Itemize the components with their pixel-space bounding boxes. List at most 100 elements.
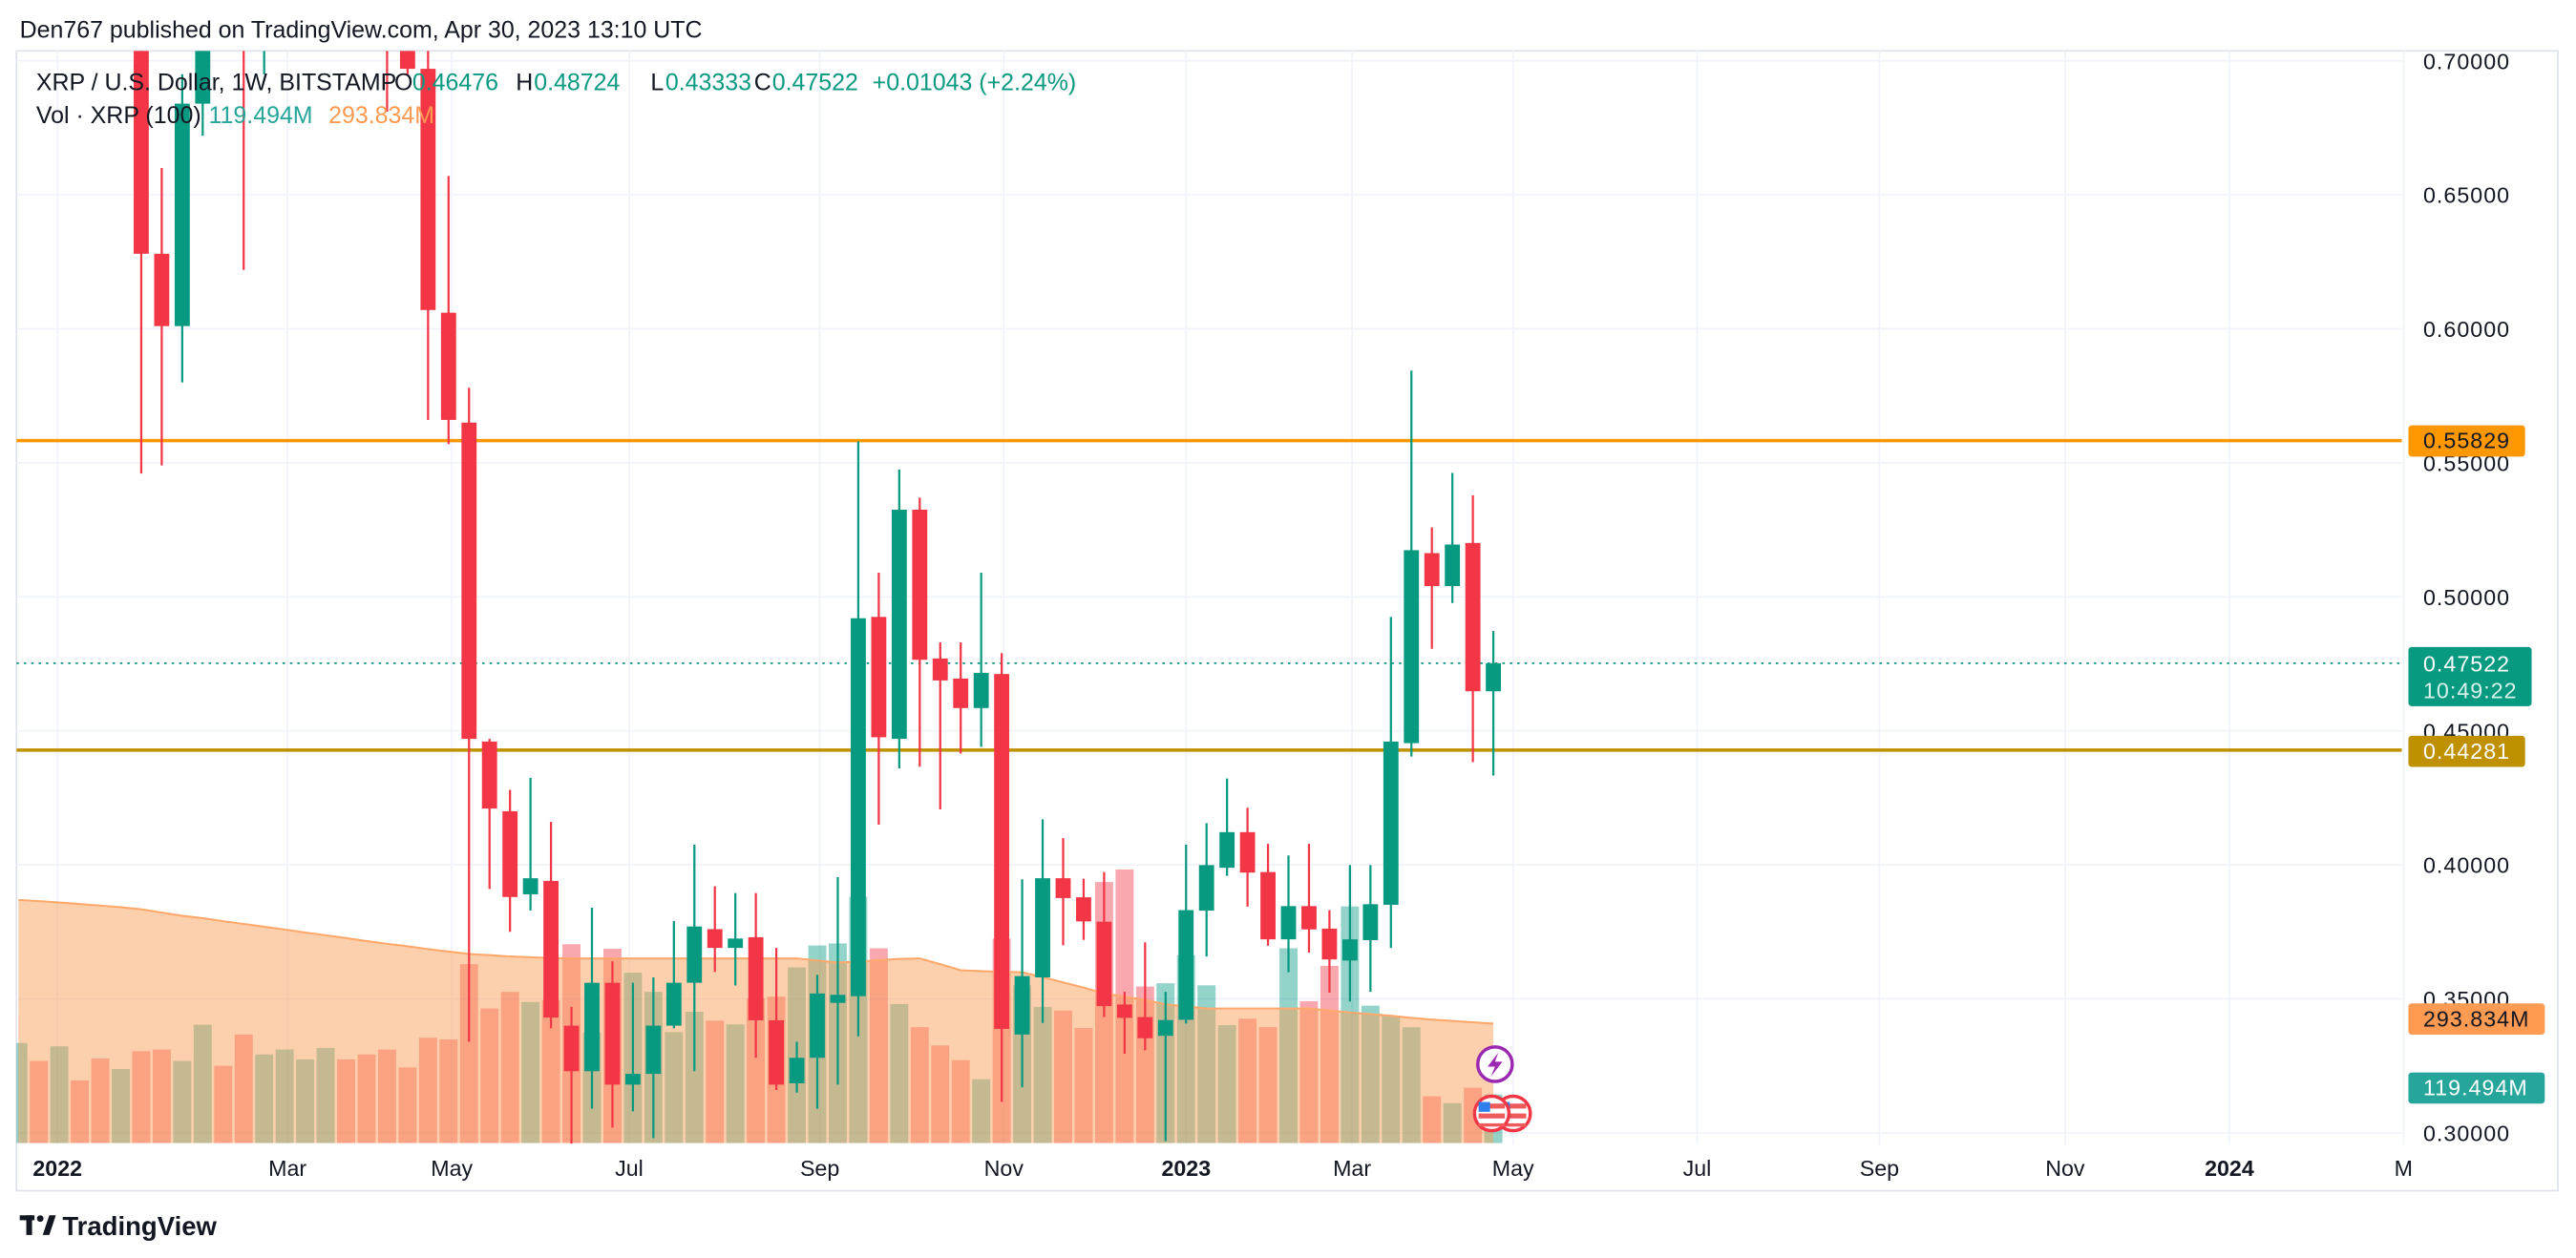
- candle: [1178, 845, 1194, 1024]
- volume-bar: [890, 1003, 909, 1143]
- candle-body: [1198, 865, 1214, 912]
- bar-countdown: 10:49:22: [2423, 678, 2518, 702]
- candle-body: [932, 658, 948, 681]
- volume-bar: [316, 1047, 335, 1143]
- candle: [1341, 865, 1358, 1002]
- volume-bar: [869, 948, 888, 1143]
- candle: [994, 653, 1010, 1102]
- candle-body: [1424, 553, 1440, 587]
- candle: [1137, 942, 1153, 1051]
- price-tick-label: 0.50000: [2423, 585, 2510, 610]
- candle-body: [1219, 831, 1235, 869]
- lightning-icon[interactable]: [1476, 1045, 1514, 1083]
- candle: [1465, 494, 1481, 763]
- volume-bar: [1033, 1006, 1052, 1143]
- candle: [604, 961, 621, 1128]
- candle-body: [461, 422, 477, 740]
- candle-body: [789, 1058, 805, 1083]
- candle-body: [174, 103, 190, 326]
- volume-bar: [931, 1045, 950, 1143]
- volume-bar: [398, 1067, 417, 1143]
- event-markers[interactable]: [1472, 1045, 1532, 1133]
- volume-ma-badge: 293.834M: [2408, 1003, 2545, 1035]
- candle-body: [912, 510, 928, 660]
- candle-body: [1116, 1004, 1132, 1018]
- candle: [93, 0, 108, 8]
- candle: [481, 739, 497, 890]
- candle: [1219, 778, 1235, 876]
- candle: [522, 777, 538, 911]
- volume-bar: [1054, 1010, 1072, 1143]
- tradingview-logo[interactable]: TradingView: [19, 1211, 218, 1241]
- volume-bar: [132, 1051, 151, 1143]
- candle: [973, 573, 989, 747]
- candle-body: [1301, 906, 1317, 930]
- volume-bar: [500, 992, 519, 1143]
- volume-bar: [459, 964, 478, 1143]
- volume-bar: [706, 1020, 725, 1143]
- tradingview-logo-icon: [19, 1215, 56, 1235]
- candle-body: [1178, 910, 1194, 1020]
- candle: [563, 1006, 580, 1144]
- legend-symbol[interactable]: XRP / U.S. Dollar, 1W, BITSTAMP: [36, 70, 396, 96]
- legend-high-label: H: [516, 70, 533, 96]
- us-flag-icon[interactable]: [1472, 1094, 1511, 1133]
- volume-bar: [173, 1060, 192, 1143]
- volume-bar: [1238, 1018, 1257, 1143]
- candle: [461, 388, 477, 1042]
- candle-body: [134, 51, 149, 254]
- candle: [1301, 844, 1317, 954]
- candle: [73, 0, 88, 8]
- volume-bar: [1443, 1102, 1462, 1143]
- support-value: 0.44281: [2423, 739, 2510, 764]
- time-tick-label: 2022: [32, 1156, 82, 1181]
- candle-body: [1321, 928, 1338, 960]
- volume-bar: [357, 1054, 376, 1143]
- volume-bar: [275, 1049, 294, 1143]
- volume-bar: [214, 1065, 233, 1143]
- candle-body: [810, 993, 825, 1059]
- volume-bar: [1279, 948, 1298, 1143]
- time-tick-label: Mar: [1333, 1156, 1371, 1181]
- candle: [1445, 472, 1461, 603]
- candle-body: [604, 982, 621, 1085]
- candle-body: [1341, 939, 1358, 961]
- volume-bar: [1197, 985, 1216, 1143]
- candle-body: [1035, 878, 1050, 978]
- candles[interactable]: [11, 0, 1501, 1144]
- volume-bar: [1423, 1096, 1442, 1143]
- time-tick-label: Jul: [1683, 1156, 1712, 1181]
- volume-bar: [152, 1049, 171, 1143]
- volume-bar: [418, 1038, 437, 1143]
- price-axis[interactable]: 0.700000.650000.600000.550000.500000.450…: [2423, 49, 2510, 1145]
- time-tick-label: Jul: [615, 1156, 644, 1181]
- legend-change: +0.01043 (+2.24%): [873, 70, 1077, 96]
- last-price-value: 0.47522: [2423, 652, 2510, 677]
- legend-volume-ma: 293.834M: [328, 102, 434, 129]
- legend-volume: 119.494M: [209, 102, 313, 129]
- chart-frame: [15, 50, 2559, 1192]
- candle-body: [502, 810, 518, 897]
- volume-bar: [1074, 1028, 1093, 1143]
- candle-body: [1465, 542, 1481, 692]
- candle: [134, 51, 149, 474]
- volume-bar: [726, 1024, 745, 1143]
- candle: [1076, 878, 1091, 940]
- horizontal-lines[interactable]: [16, 438, 2402, 752]
- volume-bar: [71, 1080, 90, 1143]
- candle-body: [481, 741, 497, 809]
- candle-body: [1260, 871, 1276, 940]
- price-axis-badges: 0.55829 0.47522 10:49:22 0.44281 293.834…: [2408, 425, 2545, 1104]
- legend-open: 0.46476: [412, 70, 498, 96]
- volume-bar: [910, 1027, 929, 1143]
- time-tick-label: Sep: [800, 1156, 839, 1181]
- volume-bar: [193, 1024, 212, 1143]
- time-axis[interactable]: 2022 Mar May Jul Sep Nov 2023 Mar May Jul Sep Nov 20…: [32, 1156, 2413, 1181]
- grid: [16, 51, 2405, 1145]
- volume-bar: [377, 1049, 396, 1143]
- volume-bar: [521, 1001, 540, 1143]
- candle: [1116, 992, 1132, 1055]
- candle-body: [1137, 1017, 1153, 1038]
- legend-volume-label[interactable]: Vol · XRP (100): [36, 102, 201, 129]
